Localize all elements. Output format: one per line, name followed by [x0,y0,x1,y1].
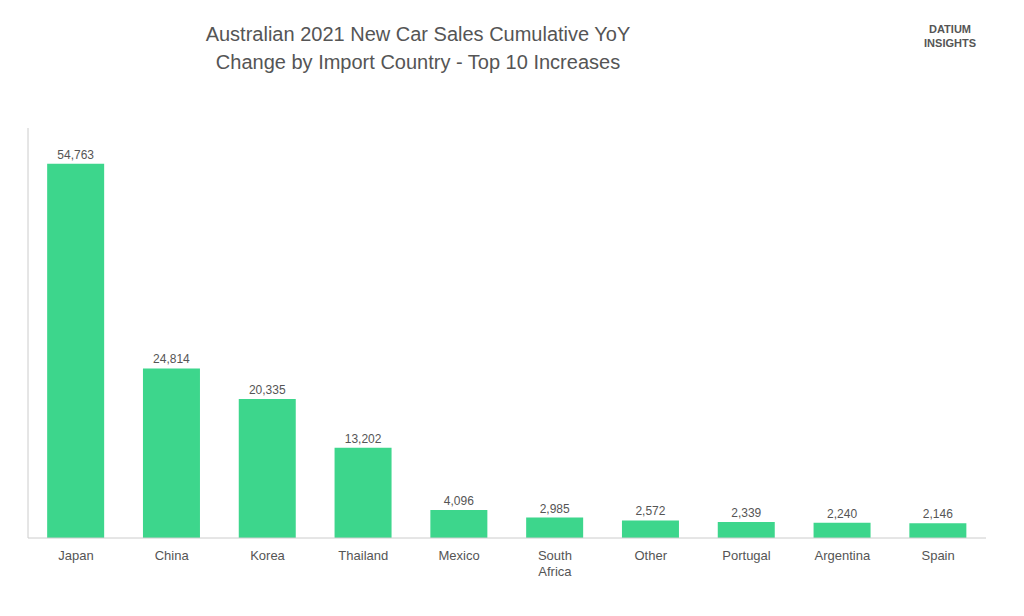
svg-text:2,240: 2,240 [827,507,857,521]
svg-text:SouthAfrica: SouthAfrica [538,548,572,579]
html-text:DATIUM INSIGHTS: DATIUM INSIGHTS [924,23,976,49]
svg-text:Other: Other [634,548,667,563]
svg-text:Portugal: Portugal [722,548,771,563]
svg-text:13,202: 13,202 [345,432,382,446]
html-text:Change by Import Country - Top: Change by Import Country - Top 10 Increa… [215,51,621,73]
svg-text:4,096: 4,096 [444,494,474,508]
svg-text:20,335: 20,335 [249,383,286,397]
svg-text:Argentina: Argentina [814,548,870,563]
svg-text:Spain: Spain [921,548,954,563]
svg-text:2,572: 2,572 [635,504,665,518]
svg-text:54,763: 54,763 [57,148,94,162]
svg-text:Japan: Japan [58,548,93,563]
svg-text:Thailand: Thailand [338,548,388,563]
html-text:Australian 2021 New Car Sales: Australian 2021 New Car Sales Cumulative… [205,23,631,45]
svg-text:2,985: 2,985 [540,502,570,516]
svg-text:Korea: Korea [250,548,285,563]
svg-text:China: China [155,548,190,563]
svg-text:Mexico: Mexico [439,548,480,563]
svg-text:2,339: 2,339 [731,506,761,520]
svg-text:2,146: 2,146 [923,507,953,521]
svg-text:24,814: 24,814 [153,352,190,366]
